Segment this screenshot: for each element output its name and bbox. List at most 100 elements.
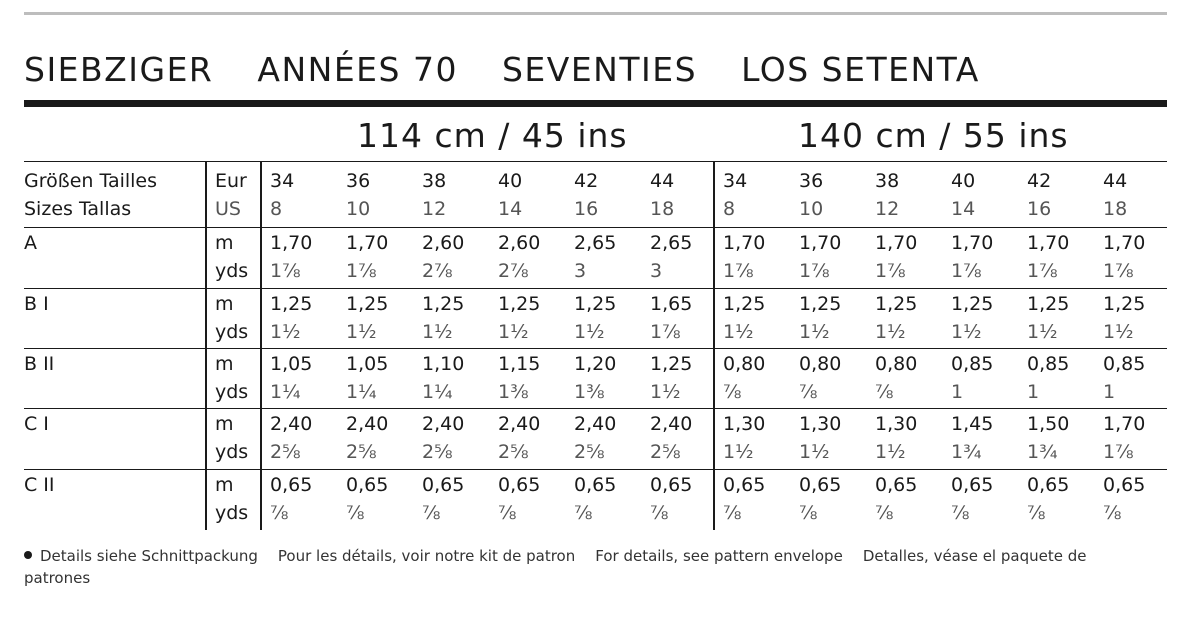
meters-cell: 0,65 bbox=[1027, 474, 1070, 496]
footer-note: Details siehe Schnittpackung Pour les dét… bbox=[24, 545, 1144, 589]
meters-cell: 1,70 bbox=[270, 232, 313, 254]
yards-cell: 1¾ bbox=[1027, 441, 1058, 463]
unit-yds: yds bbox=[215, 381, 249, 403]
unit-yds: yds bbox=[215, 502, 249, 524]
yards-cell: 1 bbox=[1027, 381, 1040, 403]
yards-cell: 1⅞ bbox=[346, 260, 377, 282]
size-eur-cell: 34 bbox=[723, 170, 748, 192]
yards-cell: 1 bbox=[1103, 381, 1116, 403]
yards-cell: 1½ bbox=[270, 321, 301, 343]
yards-cell: 1⅞ bbox=[270, 260, 301, 282]
yards-cell: 1¼ bbox=[422, 381, 453, 403]
yards-cell: 1½ bbox=[951, 321, 982, 343]
yards-cell: 1⅞ bbox=[951, 260, 982, 282]
meters-cell: 2,65 bbox=[650, 232, 693, 254]
unit-yds: yds bbox=[215, 321, 249, 343]
meters-cell: 2,65 bbox=[574, 232, 617, 254]
size-eur-cell: 34 bbox=[270, 170, 295, 192]
yards-cell: 2⅝ bbox=[574, 441, 605, 463]
meters-cell: 0,85 bbox=[1027, 353, 1070, 375]
meters-cell: 1,70 bbox=[1103, 232, 1146, 254]
yards-cell: ⅞ bbox=[498, 502, 517, 524]
yards-cell: 1½ bbox=[1027, 321, 1058, 343]
meters-cell: 1,10 bbox=[422, 353, 465, 375]
yards-cell: ⅞ bbox=[1027, 502, 1046, 524]
meters-cell: 1,25 bbox=[723, 293, 766, 315]
yards-cell: 1⅞ bbox=[1103, 260, 1134, 282]
meters-cell: 2,40 bbox=[650, 413, 693, 435]
yards-cell: ⅞ bbox=[1103, 502, 1122, 524]
meters-cell: 1,50 bbox=[1027, 413, 1070, 435]
size-eur-cell: 44 bbox=[650, 170, 675, 192]
meters-cell: 2,40 bbox=[422, 413, 465, 435]
meters-cell: 0,65 bbox=[270, 474, 313, 496]
meters-cell: 0,65 bbox=[799, 474, 842, 496]
size-eur-cell: 36 bbox=[799, 170, 824, 192]
yards-cell: 2⅝ bbox=[346, 441, 377, 463]
yards-cell: 2⅝ bbox=[650, 441, 681, 463]
meters-cell: 1,30 bbox=[875, 413, 918, 435]
size-label-line2: Sizes Tallas bbox=[24, 198, 132, 220]
yards-cell: 1½ bbox=[723, 321, 754, 343]
yards-cell: 2⅝ bbox=[422, 441, 453, 463]
size-us-cell: 8 bbox=[270, 198, 283, 220]
table-line bbox=[24, 161, 1167, 162]
yards-cell: 1⅞ bbox=[875, 260, 906, 282]
unit-m: m bbox=[215, 353, 234, 375]
size-us-cell: 16 bbox=[1027, 198, 1052, 220]
footer-en: For details, see pattern envelope bbox=[595, 547, 843, 565]
meters-cell: 2,40 bbox=[498, 413, 541, 435]
meters-cell: 1,70 bbox=[875, 232, 918, 254]
meters-cell: 1,70 bbox=[346, 232, 389, 254]
yards-cell: 1½ bbox=[498, 321, 529, 343]
yards-cell: ⅞ bbox=[723, 502, 742, 524]
unit-m: m bbox=[215, 293, 234, 315]
footer-es: Detalles, véase el paquete de patrones bbox=[24, 547, 1087, 587]
yards-cell: 1⅜ bbox=[574, 381, 605, 403]
yards-cell: 3 bbox=[650, 260, 663, 282]
meters-cell: 0,65 bbox=[723, 474, 766, 496]
meters-cell: 2,60 bbox=[498, 232, 541, 254]
yards-cell: 1½ bbox=[574, 321, 605, 343]
fabric-width-140: 140 cm / 55 ins bbox=[798, 116, 1069, 155]
meters-cell: 0,80 bbox=[723, 353, 766, 375]
row-label: B II bbox=[24, 353, 55, 375]
meters-cell: 0,65 bbox=[1103, 474, 1146, 496]
title-divider bbox=[24, 100, 1167, 107]
yards-cell: ⅞ bbox=[951, 502, 970, 524]
size-us-cell: 16 bbox=[574, 198, 599, 220]
yards-cell: 3 bbox=[574, 260, 587, 282]
size-unit-us: US bbox=[215, 198, 241, 220]
yards-cell: 2⅝ bbox=[498, 441, 529, 463]
table-column-divider bbox=[713, 161, 715, 530]
yards-cell: 2⅝ bbox=[270, 441, 301, 463]
meters-cell: 1,25 bbox=[270, 293, 313, 315]
yards-cell: 1½ bbox=[875, 321, 906, 343]
meters-cell: 0,65 bbox=[498, 474, 541, 496]
meters-cell: 2,60 bbox=[422, 232, 465, 254]
meters-cell: 1,25 bbox=[1103, 293, 1146, 315]
yards-cell: 1½ bbox=[346, 321, 377, 343]
row-label: A bbox=[24, 232, 37, 254]
meters-cell: 1,25 bbox=[650, 353, 693, 375]
yards-cell: ⅞ bbox=[875, 502, 894, 524]
meters-cell: 0,65 bbox=[875, 474, 918, 496]
row-label: B I bbox=[24, 293, 49, 315]
size-us-cell: 10 bbox=[346, 198, 371, 220]
meters-cell: 1,25 bbox=[498, 293, 541, 315]
size-us-cell: 10 bbox=[799, 198, 824, 220]
yards-cell: 1½ bbox=[799, 321, 830, 343]
table-line bbox=[24, 469, 1167, 470]
yards-cell: 1½ bbox=[650, 381, 681, 403]
meters-cell: 1,25 bbox=[1027, 293, 1070, 315]
size-eur-cell: 40 bbox=[951, 170, 976, 192]
yards-cell: 2⅞ bbox=[422, 260, 453, 282]
yards-cell: 1⅞ bbox=[799, 260, 830, 282]
meters-cell: 0,65 bbox=[422, 474, 465, 496]
meters-cell: 1,05 bbox=[270, 353, 313, 375]
table-line bbox=[24, 227, 1167, 228]
meters-cell: 0,80 bbox=[875, 353, 918, 375]
meters-cell: 0,65 bbox=[346, 474, 389, 496]
size-eur-cell: 36 bbox=[346, 170, 371, 192]
size-us-cell: 12 bbox=[422, 198, 447, 220]
